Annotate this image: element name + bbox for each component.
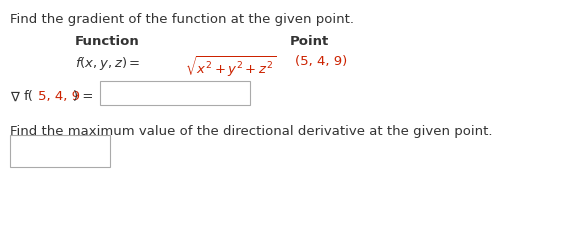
Text: f(: f(: [24, 90, 34, 103]
Text: (5, 4, 9): (5, 4, 9): [295, 55, 347, 68]
Bar: [100, 82, 250, 106]
Text: $\nabla$: $\nabla$: [10, 90, 21, 103]
Text: 5, 4, 9: 5, 4, 9: [38, 90, 80, 103]
Text: Find the maximum value of the directional derivative at the given point.: Find the maximum value of the directiona…: [10, 124, 493, 137]
Text: Point: Point: [290, 35, 329, 48]
Text: $f(x, y, z) = $: $f(x, y, z) = $: [75, 55, 140, 72]
Text: Find the gradient of the function at the given point.: Find the gradient of the function at the…: [10, 13, 354, 26]
Text: Function: Function: [75, 35, 140, 48]
Bar: [10, 135, 110, 167]
Text: ) =: ) =: [73, 90, 93, 103]
Text: $\sqrt{x^2 + y^2 + z^2}$: $\sqrt{x^2 + y^2 + z^2}$: [185, 55, 276, 79]
